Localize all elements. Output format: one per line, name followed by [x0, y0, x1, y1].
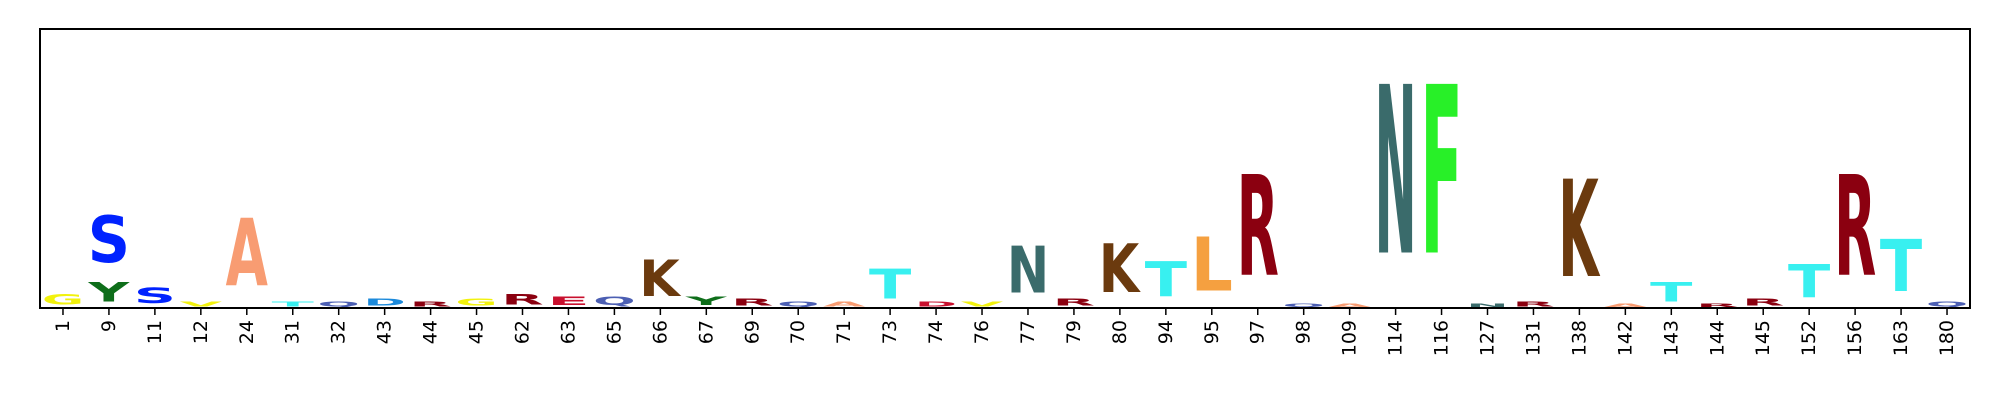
logo-letter-g-pos-45: G [455, 297, 497, 308]
logo-letter-q-pos-98: Q [1283, 303, 1325, 309]
logo-letter-a-pos-24: A [226, 199, 268, 308]
logo-letter-q-pos-180: Q [1926, 300, 1968, 308]
x-tick-label: 116 [1431, 320, 1453, 356]
x-tick-label: 69 [741, 320, 763, 344]
logo-letter-t-pos-73: T [869, 261, 912, 308]
logo-letter-s-pos-11: S [134, 283, 176, 308]
x-tick-label: 67 [695, 320, 717, 344]
plot-frame [39, 28, 1971, 309]
x-tick-label: 98 [1293, 320, 1315, 344]
x-tick-label: 144 [1706, 320, 1728, 356]
logo-letter-a-pos-109: A [1329, 303, 1371, 309]
x-tick-label: 80 [1109, 320, 1131, 344]
x-tick-label: 63 [557, 320, 579, 344]
x-tick-label: 142 [1614, 320, 1636, 356]
logo-letter-f-pos-116: F [1420, 38, 1462, 307]
logo-letter-e-pos-63: E [547, 294, 589, 308]
logo-letter-t-pos-143: T [1650, 278, 1693, 308]
logo-letter-n-pos-114: N [1374, 40, 1416, 308]
logo-letter-k-pos-66: K [639, 251, 682, 309]
logo-letter-t-pos-152: T [1788, 255, 1830, 308]
logo-letter-r-pos-44: R [409, 300, 451, 308]
logo-letter-q-pos-65: Q [593, 294, 635, 308]
x-axis-ticks: 1 9 11 12 24 31 32 43 44 45 62 63 65 66 67 69 70 71 73 74 76… [52, 308, 1958, 356]
x-tick-label: 94 [1155, 320, 1177, 344]
x-tick-label: 131 [1522, 320, 1544, 356]
logo-letter-r-pos-145: R [1742, 297, 1784, 308]
x-tick-label: 127 [1477, 320, 1499, 356]
x-tick-label: 77 [1017, 320, 1039, 344]
x-tick-label: 97 [1247, 320, 1269, 344]
x-tick-label: 31 [282, 320, 304, 344]
logo-letter-r-pos-156: R [1834, 146, 1876, 308]
logo-letter-s-pos-9: S [88, 202, 130, 277]
logo-letter-y-pos-67: Y [684, 294, 727, 308]
x-tick-label: 114 [1385, 320, 1407, 356]
logo-letter-q-pos-70: Q [777, 300, 819, 308]
x-tick-label: 9 [98, 320, 120, 332]
x-tick-label: 180 [1936, 320, 1958, 356]
logo-letter-a-pos-142: A [1604, 303, 1646, 309]
x-tick-label: 73 [879, 320, 901, 344]
logo-letter-y-pos-9: Y [87, 278, 131, 308]
x-tick-label: 70 [787, 320, 809, 344]
logo-letter-v-pos-12: V [180, 300, 222, 308]
x-tick-label: 76 [971, 320, 993, 344]
x-tick-label: 163 [1890, 320, 1912, 356]
x-tick-label: 71 [833, 320, 855, 344]
x-tick-label: 62 [512, 320, 534, 344]
logo-letter-t-pos-163: T [1880, 225, 1923, 308]
logo-letter-q-pos-32: Q [318, 300, 360, 308]
logo-letter-v-pos-76: V [961, 300, 1003, 308]
logo-letter-r-pos-131: R [1512, 300, 1554, 308]
logo-letter-l-pos-95: L [1191, 222, 1233, 308]
logo-letter-r-pos-97: R [1237, 146, 1279, 308]
x-tick-label: 138 [1568, 320, 1590, 356]
x-tick-label: 11 [144, 320, 166, 344]
x-tick-label: 24 [236, 320, 258, 344]
x-tick-label: 109 [1339, 320, 1361, 356]
logo-letter-r-pos-62: R [501, 292, 543, 308]
logo-letter-r-pos-69: R [731, 297, 773, 308]
logo-letter-d-pos-74: D [915, 300, 957, 308]
x-tick-label: 156 [1844, 320, 1866, 356]
letter-stacks: G YSS V A T Q D R G R E Q K Y R Q A T D V N R K T L R Q A N F N R K A T R R T… [42, 38, 1968, 309]
x-tick-label: 95 [1201, 320, 1223, 344]
x-tick-label: 65 [603, 320, 625, 344]
logo-letter-k-pos-80: K [1099, 231, 1142, 309]
logo-letter-t-pos-94: T [1145, 253, 1188, 308]
logo-letter-k-pos-138: K [1558, 152, 1600, 307]
logo-letter-d-pos-43: D [364, 297, 406, 308]
logo-letter-r-pos-79: R [1053, 297, 1095, 308]
logo-letter-g-pos-1: G [42, 291, 84, 308]
x-tick-label: 45 [466, 320, 488, 344]
logo-letter-t-pos-31: T [272, 300, 314, 308]
logo-letter-n-pos-77: N [1007, 232, 1049, 308]
x-tick-label: 143 [1660, 320, 1682, 356]
logo-letter-a-pos-71: A [823, 300, 865, 308]
x-tick-label: 145 [1752, 320, 1774, 356]
logo-letter-n-pos-127: N [1466, 303, 1508, 308]
x-tick-label: 66 [649, 320, 671, 344]
x-tick-label: 12 [190, 320, 212, 344]
x-tick-label: 74 [925, 320, 947, 344]
x-tick-label: 32 [328, 320, 350, 344]
logo-letter-r-pos-144: R [1696, 303, 1738, 309]
x-tick-label: 79 [1063, 320, 1085, 344]
x-tick-label: 43 [374, 320, 396, 344]
x-tick-label: 44 [420, 320, 442, 344]
x-tick-label: 1 [52, 320, 74, 332]
x-tick-label: 152 [1798, 320, 1820, 356]
